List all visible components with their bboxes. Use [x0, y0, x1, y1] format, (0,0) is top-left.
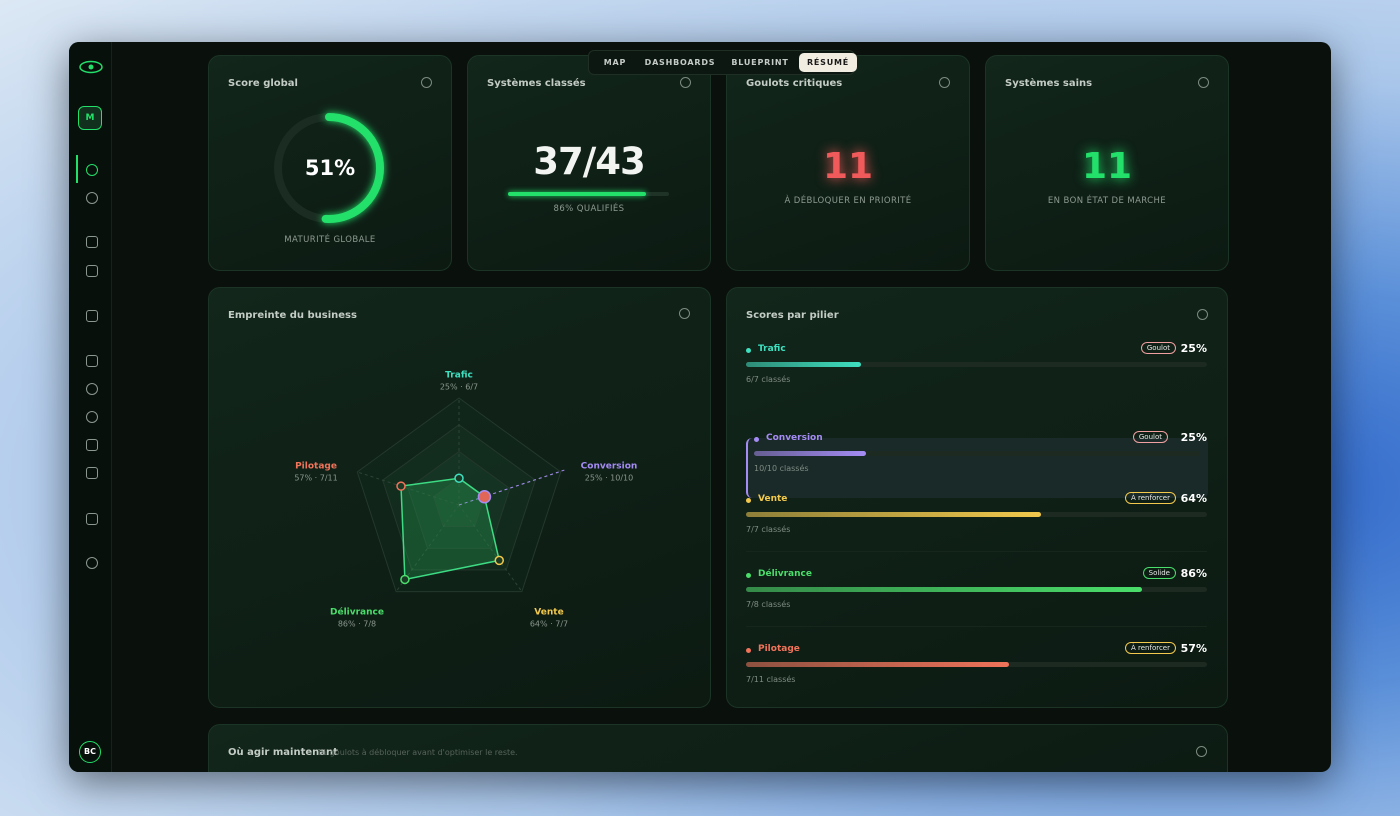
kpi-caption: 86% QUALIFIÉS: [553, 204, 625, 214]
pillar-name: Délivrance: [758, 569, 812, 579]
card-title: Où agir maintenant: [228, 747, 338, 758]
nav-tab[interactable]: BLUEPRINT: [731, 58, 789, 67]
pillar-classified: 10/10 classés: [754, 464, 809, 473]
pillar-badge: Goulot: [1132, 431, 1168, 443]
action-card: Où agir maintenant 11 goulots à débloquer…: [208, 724, 1228, 772]
kpi-card: Score global MATURITÉ GLOBALE 51%: [208, 55, 452, 271]
nav-icon[interactable]: [86, 383, 98, 395]
pillar-classified: 7/11 classés: [746, 675, 796, 684]
card-title: Systèmes classés: [487, 78, 586, 89]
nav-icon[interactable]: [86, 192, 98, 204]
card-title: Scores par pilier: [746, 310, 839, 321]
pillar-classified: 7/7 classés: [746, 525, 791, 534]
nav-tab[interactable]: MAP: [603, 58, 627, 67]
card-subtitle: 11 goulots à débloquer avant d'optimiser…: [317, 748, 518, 757]
pillar-score: 25%: [1180, 342, 1207, 355]
pillar-name: Vente: [758, 494, 788, 504]
kpi-caption: EN BON ÉTAT DE MARCHE: [1047, 196, 1167, 206]
kpi-card: Goulots critiques À DÉBLOQUER EN PRIORITÉ…: [726, 55, 970, 271]
nav-icon[interactable]: [86, 236, 98, 248]
card-title: Systèmes sains: [1005, 78, 1093, 89]
pillar-classified: 6/7 classés: [746, 375, 791, 384]
score-bar: [754, 451, 866, 456]
bar-track: [746, 362, 1207, 367]
pillar-dot: [746, 573, 751, 578]
kpi-value: 11: [1081, 146, 1133, 187]
help-icon[interactable]: [679, 308, 690, 319]
pillar-badge: Goulot: [1140, 342, 1176, 354]
pillar-badge: À renforcer: [1125, 492, 1176, 504]
pillar-name: Trafic: [758, 344, 786, 354]
nav-icon[interactable]: [86, 557, 98, 569]
nav-icon[interactable]: [86, 355, 98, 367]
kpi-card: Systèmes sains EN BON ÉTAT DE MARCHE 11: [985, 55, 1229, 271]
pillar-badge: Solide: [1142, 567, 1176, 579]
help-icon[interactable]: [1196, 746, 1207, 757]
pillar-dot: [746, 348, 751, 353]
help-icon[interactable]: [421, 77, 432, 88]
card-title: Empreinte du business: [228, 310, 357, 321]
pillar-name: Pilotage: [758, 644, 800, 654]
score-bar: [746, 362, 862, 367]
kpi-value: 51%: [304, 156, 356, 180]
pillar-dot: [746, 498, 751, 503]
nav-icon[interactable]: [86, 265, 98, 277]
card-title: Score global: [228, 78, 298, 89]
scores-card: Scores par pilier Trafic Goulot 25% 6/7 clas…: [726, 287, 1228, 708]
kpi-value: 37/43: [533, 140, 646, 183]
progress-fill: [508, 192, 647, 196]
row-divider: [746, 626, 1207, 627]
pillar-score: 57%: [1180, 642, 1207, 655]
kpi-caption: MATURITÉ GLOBALE: [284, 235, 376, 245]
sidebar: [69, 42, 112, 772]
selected-row[interactable]: [746, 438, 1208, 498]
nav-icon[interactable]: [86, 164, 98, 176]
pillar-score: 25%: [1180, 431, 1207, 444]
pillar-badge: À renforcer: [1125, 642, 1176, 654]
app-window: M BC Score global MATURITÉ GLOBALE 51% Syst…: [69, 42, 1331, 772]
pillar-dot: [754, 437, 759, 442]
pillar-name: Conversion: [766, 433, 823, 443]
pillar-dot: [746, 648, 751, 653]
help-icon[interactable]: [680, 77, 691, 88]
score-bar: [746, 512, 1042, 517]
nav-icon[interactable]: [86, 411, 98, 423]
pillar-classified: 7/8 classés: [746, 600, 791, 609]
user-avatar[interactable]: BC: [79, 741, 101, 763]
tab-bar: MAP DASHBOARDS BLUEPRINT RÉSUMÉ: [588, 50, 857, 75]
score-bar: [746, 662, 1009, 667]
nav-tab[interactable]: RÉSUMÉ: [799, 53, 857, 72]
nav-icon[interactable]: [86, 310, 98, 322]
workspace-badge[interactable]: M: [78, 106, 102, 130]
kpi-caption: À DÉBLOQUER EN PRIORITÉ: [784, 196, 912, 206]
help-icon[interactable]: [1198, 77, 1209, 88]
nav-tab[interactable]: DASHBOARDS: [644, 58, 716, 67]
nav-icon[interactable]: [86, 439, 98, 451]
help-icon[interactable]: [939, 77, 950, 88]
score-bar: [746, 587, 1143, 592]
bar-track: [754, 451, 1200, 456]
kpi-value: 11: [822, 146, 874, 187]
nav-icon[interactable]: [86, 513, 98, 525]
pillar-score: 86%: [1180, 567, 1207, 580]
kpi-card: Systèmes classés 86% QUALIFIÉS 37/43: [467, 55, 711, 271]
nav-icon[interactable]: [86, 467, 98, 479]
active-indicator: [76, 155, 78, 183]
logo: [79, 60, 103, 74]
row-divider: [746, 551, 1207, 552]
radar-card: Empreinte du business: [208, 287, 711, 708]
pillar-score: 64%: [1180, 492, 1207, 505]
card-title: Goulots critiques: [746, 78, 843, 89]
help-icon[interactable]: [1197, 309, 1208, 320]
